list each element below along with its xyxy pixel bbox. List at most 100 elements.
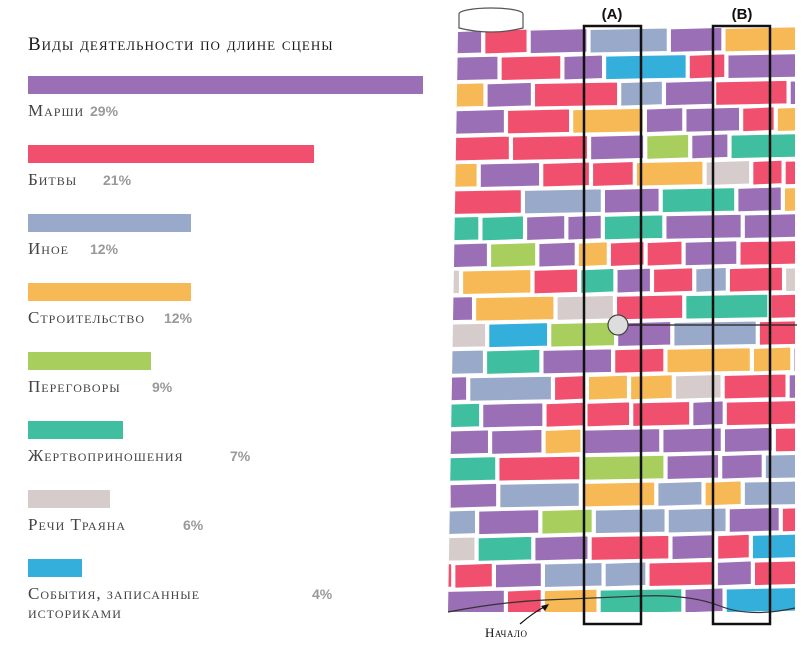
bar (28, 76, 423, 94)
category-label: Битвы (28, 170, 78, 189)
frieze-block (541, 347, 614, 376)
frieze-block (579, 266, 616, 296)
bar-chart: Марши 29% Битвы 21% Иное 12% Строительство 12% П… (28, 76, 423, 622)
frieze-block (571, 106, 645, 136)
value-label: 12% (90, 241, 119, 257)
frieze-block (665, 346, 753, 375)
frieze-block (588, 133, 646, 162)
frieze-block (493, 561, 543, 590)
value-label: 7% (230, 448, 251, 464)
frieze-block (651, 266, 695, 295)
frieze-block (694, 265, 728, 295)
frieze-block (742, 478, 795, 508)
frieze-block (724, 398, 795, 428)
frieze-block (703, 479, 743, 508)
frieze-block (656, 479, 704, 509)
frieze-block (448, 161, 479, 190)
frieze-block (586, 373, 630, 402)
frieze-block (481, 401, 545, 430)
frieze-block (666, 506, 728, 535)
value-label: 21% (103, 172, 132, 188)
frieze-block (532, 267, 580, 296)
frieze-block (485, 80, 534, 110)
frieze-block (552, 373, 588, 403)
frieze-block (738, 238, 795, 268)
frieze-block (691, 399, 725, 428)
category-label: Строительство (28, 308, 146, 327)
value-label: 12% (164, 310, 193, 326)
frieze-block (715, 559, 754, 588)
frieze-block (590, 159, 635, 189)
frieze-block (448, 108, 449, 137)
frieze-block (532, 80, 620, 109)
frieze-block (634, 159, 705, 188)
frieze-block (448, 481, 499, 510)
column-top-body (458, 14, 524, 33)
frieze-block (498, 481, 581, 510)
section-a-label: (A) (602, 6, 623, 23)
start-arrow-head (541, 604, 549, 611)
frieze-block (799, 399, 807, 425)
bar (28, 490, 110, 508)
frieze-block (448, 81, 486, 110)
chart-title: Виды деятельности по длине сцены (28, 34, 334, 55)
category-label: Марши (28, 101, 85, 120)
category-label: События, записанные (28, 584, 201, 603)
frieze-block (631, 399, 692, 429)
frieze-block (603, 52, 688, 82)
frieze-block (448, 348, 486, 377)
frieze-block (628, 373, 674, 402)
frieze-block (448, 321, 488, 351)
frieze-block (448, 374, 469, 404)
frieze-block (477, 507, 541, 537)
frieze-block (803, 533, 807, 559)
frieze-block (499, 53, 563, 83)
frieze-block (533, 534, 590, 563)
frieze-block (736, 185, 783, 214)
frieze-block (448, 268, 462, 297)
frieze-block (448, 588, 507, 612)
frieze-block (448, 561, 454, 591)
frieze-block (683, 239, 739, 268)
value-label: 29% (90, 103, 119, 119)
frieze-block (537, 240, 577, 269)
frieze-block (644, 105, 685, 135)
frieze-block (614, 293, 685, 322)
frieze-block (581, 453, 666, 483)
frieze-block (542, 587, 599, 612)
category-label: Речи Траяна (28, 515, 127, 534)
bar (28, 214, 192, 232)
frieze-block (742, 211, 795, 241)
frieze-block (453, 561, 494, 591)
frieze-block (448, 508, 478, 537)
bar (28, 145, 315, 163)
bar (28, 559, 83, 577)
section-b-label: (B) (732, 6, 753, 23)
frieze-block (723, 25, 795, 54)
frieze-block (714, 78, 789, 108)
bar (28, 421, 124, 439)
frieze-block (448, 27, 484, 57)
frieze-block (727, 505, 781, 535)
frieze-block (763, 451, 795, 481)
frieze-block (541, 160, 592, 189)
frieze-block (484, 347, 542, 377)
frieze-block (722, 372, 788, 401)
frieze-block (724, 585, 795, 612)
frieze-block (615, 266, 653, 295)
frieze-block (661, 426, 723, 455)
frieze-block (448, 214, 481, 244)
frieze-block (505, 107, 572, 136)
frieze-block (602, 213, 665, 242)
frieze-block (476, 534, 534, 564)
frieze-block (451, 134, 512, 163)
frieze-block (473, 294, 556, 323)
frieze-block (603, 560, 648, 589)
bar (28, 352, 151, 370)
frieze-block (783, 264, 795, 294)
frieze-block (540, 507, 594, 536)
value-label: 4% (312, 586, 333, 602)
frieze-block (645, 239, 684, 268)
frieze-block (726, 51, 795, 81)
